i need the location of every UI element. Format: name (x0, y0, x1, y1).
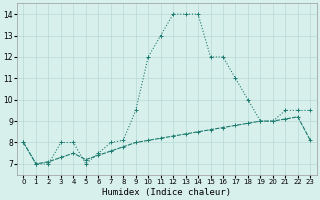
X-axis label: Humidex (Indice chaleur): Humidex (Indice chaleur) (102, 188, 231, 197)
